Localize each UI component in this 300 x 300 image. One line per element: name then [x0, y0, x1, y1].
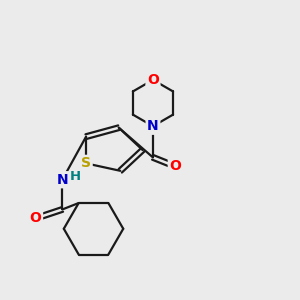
Text: N: N: [147, 119, 159, 133]
Text: O: O: [30, 212, 41, 225]
Text: O: O: [169, 159, 181, 173]
Text: S: S: [81, 156, 91, 170]
Text: O: O: [147, 73, 159, 87]
Text: H: H: [70, 170, 81, 183]
Text: N: N: [56, 173, 68, 187]
